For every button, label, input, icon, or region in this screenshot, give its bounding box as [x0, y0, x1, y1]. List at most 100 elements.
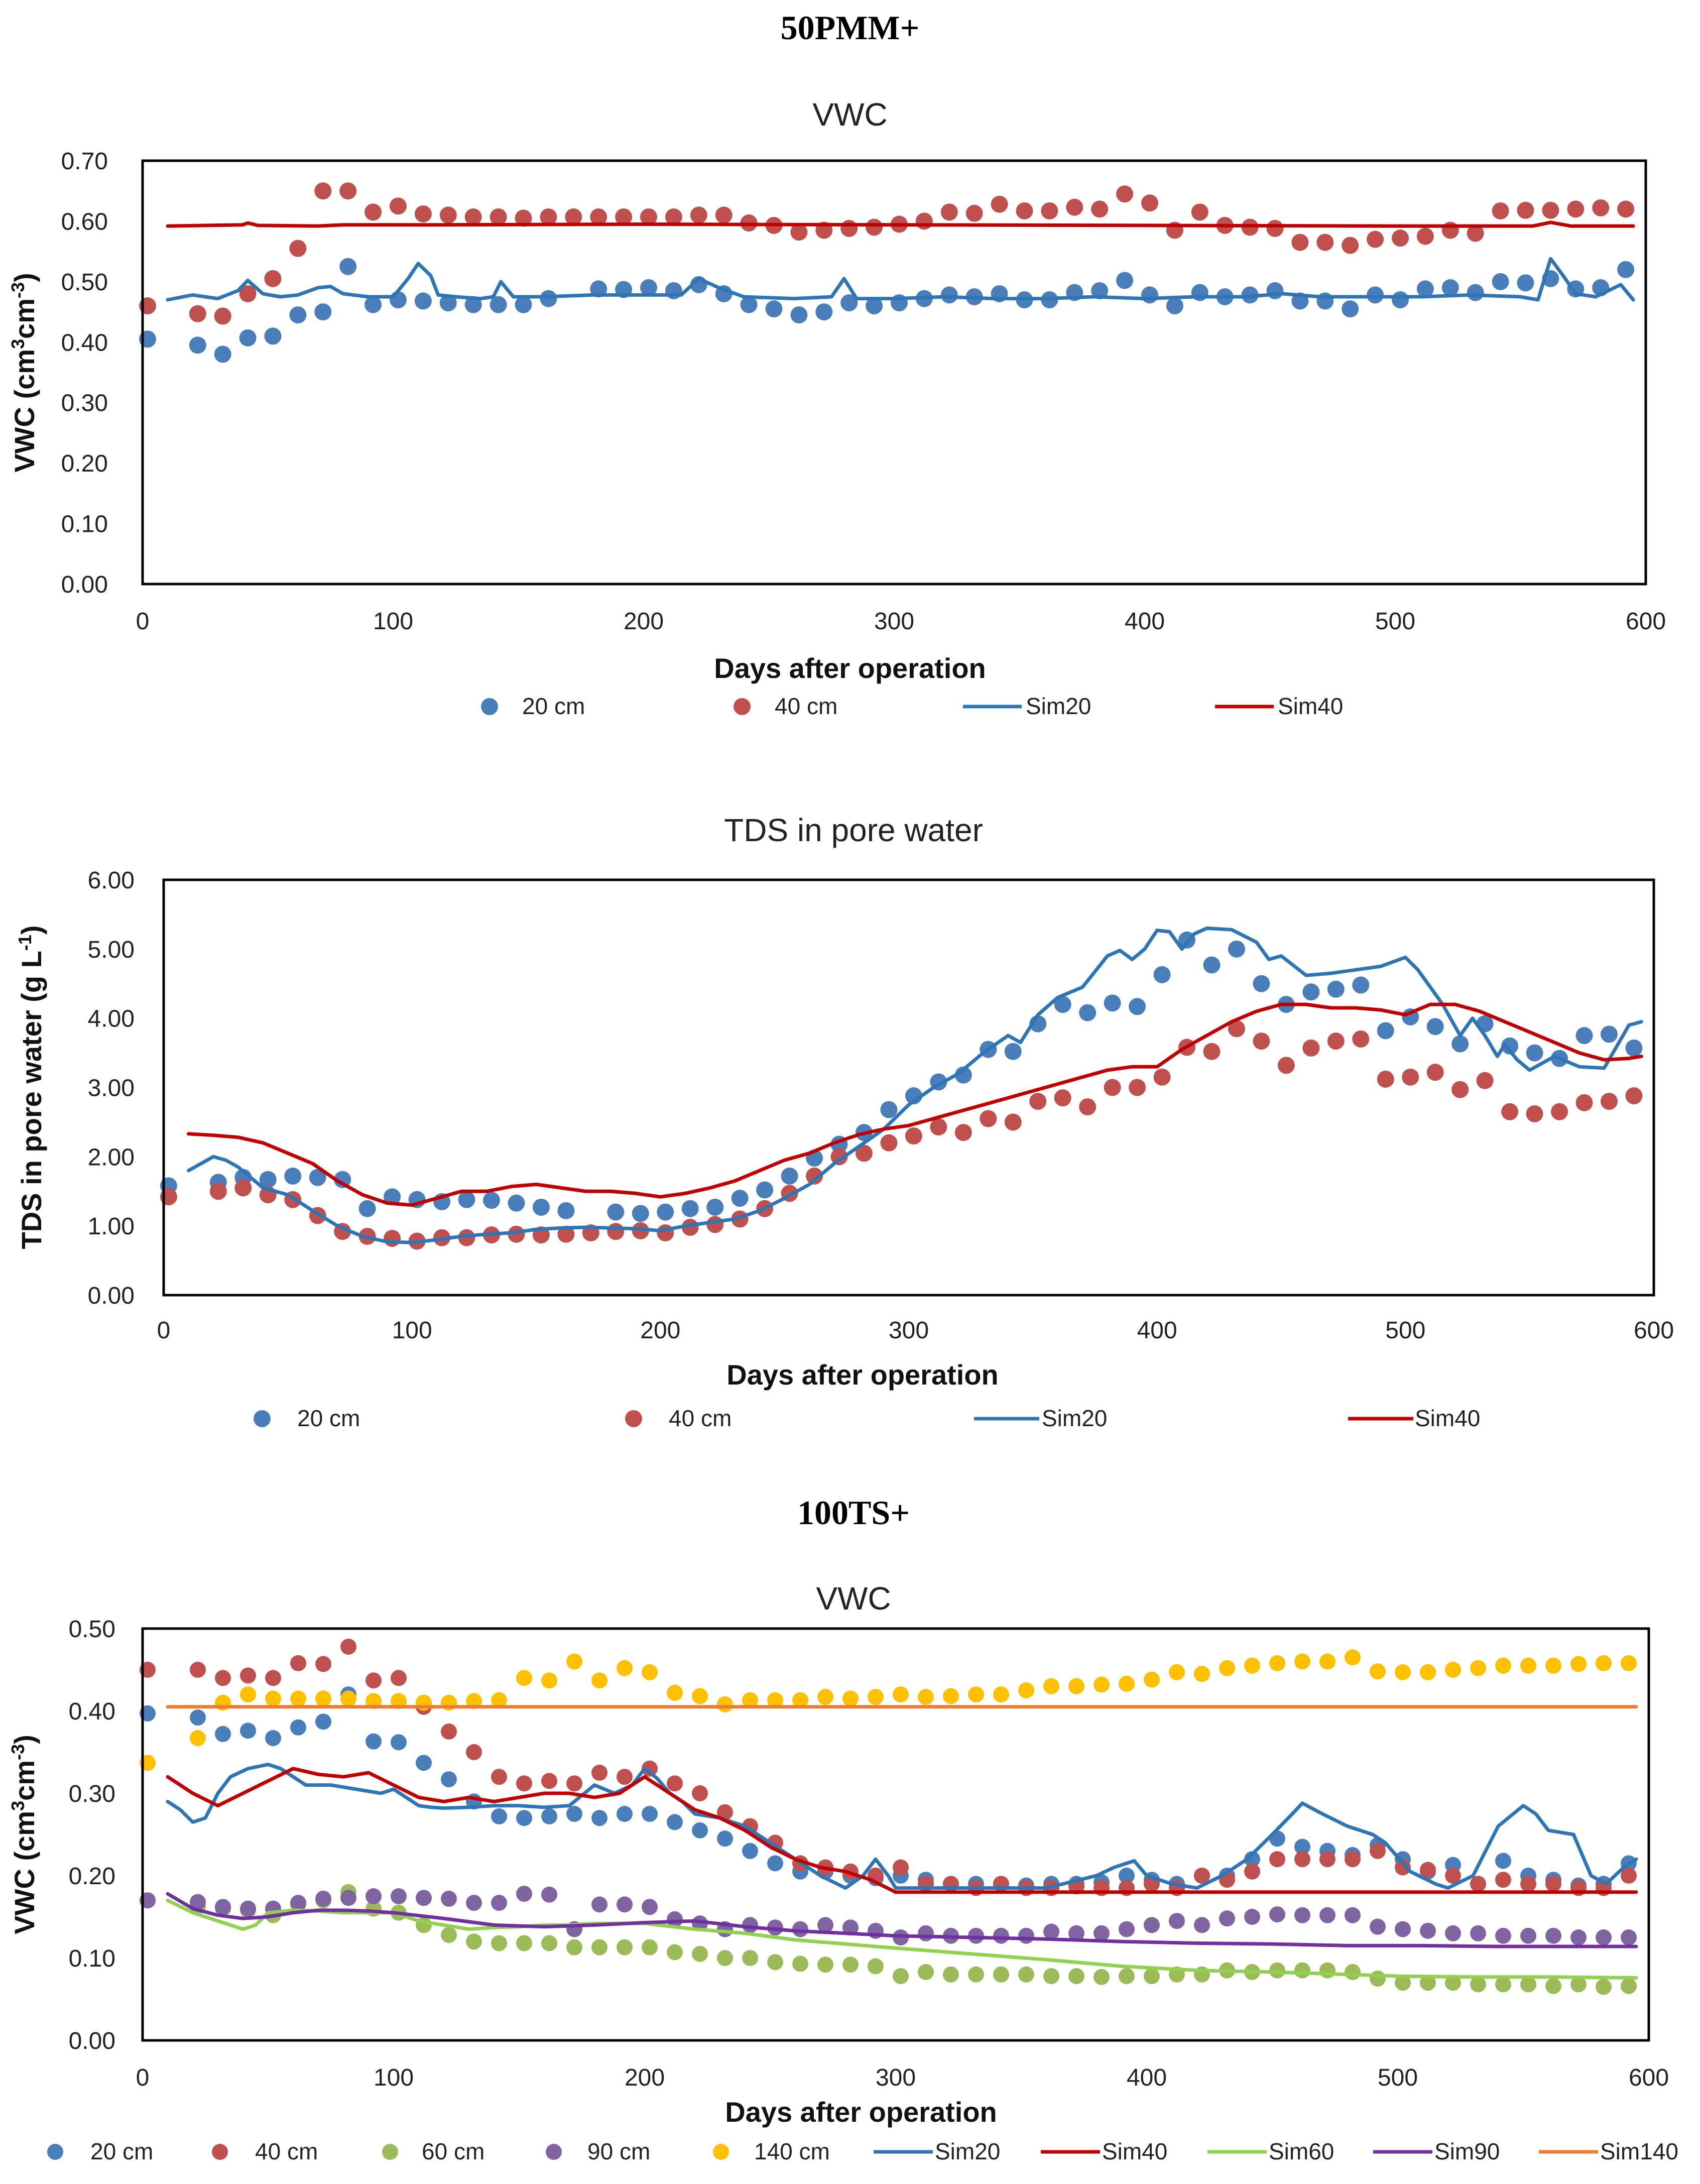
- data-point: [632, 1205, 649, 1222]
- data-point: [1191, 203, 1208, 221]
- y-tick-label: 0.00: [61, 571, 108, 598]
- data-point: [516, 1886, 532, 1902]
- data-point: [1043, 1923, 1059, 1940]
- series-line-sim20: [166, 1763, 1638, 1890]
- data-point: [1476, 1072, 1494, 1089]
- data-point: [1244, 1863, 1260, 1880]
- data-point: [265, 1670, 281, 1686]
- data-point: [1542, 201, 1559, 219]
- x-tick-label: 100: [373, 608, 413, 635]
- data-point: [314, 303, 332, 321]
- data-point: [1327, 980, 1345, 998]
- legend: 20 cm 40 cm Sim20 Sim40: [254, 1405, 1480, 1431]
- data-point: [1377, 1070, 1394, 1088]
- data-point: [1219, 1910, 1235, 1927]
- data-point: [830, 1148, 848, 1166]
- data-point: [840, 294, 858, 312]
- legend-label: 90 cm: [587, 2138, 650, 2164]
- data-point: [1043, 1968, 1059, 1985]
- data-point: [566, 1939, 582, 1956]
- data-point: [767, 1855, 783, 1872]
- data-point: [315, 1713, 331, 1730]
- data-point: [391, 1670, 407, 1686]
- data-point: [1395, 1975, 1411, 1991]
- data-point: [993, 1966, 1009, 1983]
- data-point: [1119, 1921, 1135, 1937]
- data-point: [1054, 1089, 1071, 1107]
- data-point: [765, 300, 783, 318]
- data-point: [1041, 202, 1058, 219]
- data-point: [215, 1899, 231, 1915]
- data-point: [591, 1765, 608, 1781]
- x-tick-label: 500: [1378, 2064, 1418, 2091]
- data-point: [1617, 261, 1635, 278]
- data-point: [842, 1690, 859, 1707]
- data-point: [667, 1775, 683, 1792]
- data-point: [1416, 227, 1434, 245]
- data-point: [1203, 956, 1221, 974]
- data-point: [790, 223, 808, 241]
- legend-label: 60 cm: [422, 2138, 484, 2164]
- data-point: [1370, 1843, 1386, 1859]
- data-point: [566, 1806, 582, 1822]
- x-tick-label: 200: [624, 608, 664, 635]
- data-point: [1219, 1660, 1235, 1676]
- data-point: [1144, 1671, 1160, 1688]
- data-point: [214, 346, 231, 363]
- data-point: [1319, 1962, 1335, 1979]
- x-axis-label: Days after operation: [726, 1359, 999, 1391]
- legend-label: 40 cm: [255, 2138, 318, 2164]
- data-point: [1342, 300, 1359, 318]
- data-point: [516, 1775, 532, 1792]
- data-point: [940, 203, 958, 221]
- data-point: [1625, 1039, 1643, 1057]
- x-tick-label: 600: [1629, 2064, 1669, 2091]
- data-point: [1104, 994, 1121, 1012]
- legend-label: Sim20: [1026, 693, 1091, 719]
- data-point: [290, 1690, 306, 1707]
- data-point: [893, 1968, 909, 1985]
- data-point: [1367, 286, 1384, 304]
- data-point: [1526, 1044, 1543, 1062]
- x-tick-label: 600: [1634, 1317, 1674, 1344]
- data-point: [590, 280, 608, 298]
- data-point: [365, 296, 382, 313]
- data-point: [508, 1194, 525, 1212]
- data-point: [1426, 1064, 1444, 1081]
- chart-title: VWC: [812, 96, 887, 133]
- legend-marker: [382, 2144, 398, 2160]
- data-point: [290, 1655, 306, 1671]
- data-point: [391, 1734, 407, 1751]
- data-point: [1269, 1962, 1285, 1979]
- data-point: [1066, 198, 1083, 216]
- data-point: [366, 1888, 382, 1904]
- data-point: [1269, 1906, 1285, 1923]
- data-point: [1501, 1037, 1519, 1055]
- data-point: [692, 1688, 708, 1704]
- data-point: [1495, 1657, 1511, 1674]
- data-point: [1451, 1081, 1469, 1098]
- data-point: [1079, 1004, 1097, 1021]
- data-point: [1316, 234, 1334, 251]
- data-point: [565, 208, 582, 225]
- data-point: [1345, 1851, 1361, 1868]
- data-point: [1104, 1079, 1121, 1096]
- legend-label: 20 cm: [297, 1405, 360, 1431]
- data-point: [1621, 1868, 1637, 1884]
- chart-tds-50pmm: TDS in pore water 0.00 1.00 2.00 3.00 4.00 5.…: [15, 812, 1674, 1431]
- data-point: [1294, 1851, 1310, 1868]
- data-point: [1470, 1876, 1486, 1892]
- data-point: [792, 1692, 808, 1708]
- x-tick-label: 500: [1385, 1317, 1425, 1344]
- data-point: [642, 1806, 658, 1822]
- data-point: [590, 208, 608, 225]
- plot-frame: [141, 1627, 1650, 2042]
- data-point: [1370, 1663, 1386, 1680]
- data-point: [190, 1662, 206, 1678]
- data-point: [1545, 1978, 1561, 1994]
- data-point: [866, 297, 883, 315]
- data-point: [1153, 966, 1171, 983]
- data-point: [781, 1167, 798, 1185]
- data-point: [541, 1935, 557, 1951]
- y-axis-label-sup: -3: [8, 282, 28, 298]
